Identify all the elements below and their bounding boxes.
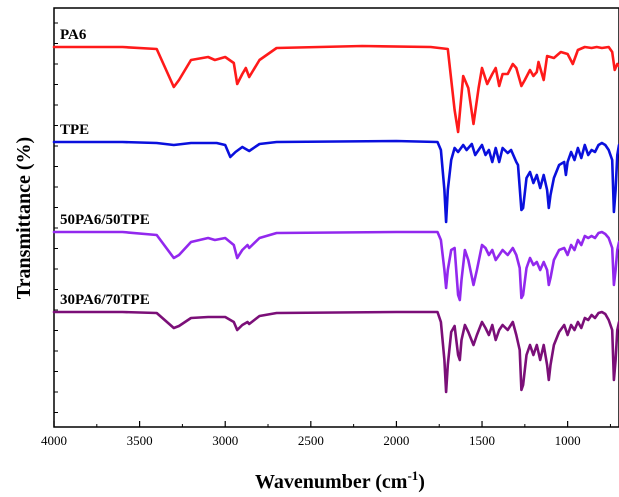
x-axis-ticks: 4000 3500 3000 2500 2000 1500 1000	[41, 421, 611, 448]
series-line-3	[52, 310, 619, 394]
x-axis-title: Wavenumber (cm-1)	[255, 468, 425, 493]
series-label-0: PA6	[60, 27, 87, 43]
series-line-2	[52, 230, 619, 302]
x-axis-title-main: Wavenumber (cm	[255, 471, 408, 493]
x-tick-label: 3000	[212, 433, 238, 448]
plot-frame	[53, 7, 619, 428]
series-labels: PA6 TPE 50PA6/50TPE 30PA6/70TPE	[60, 27, 150, 308]
y-axis-title: Transmittance (%)	[13, 137, 35, 299]
series-label-3: 30PA6/70TPE	[60, 292, 150, 308]
series-layer	[52, 44, 619, 394]
x-tick-label: 2500	[298, 433, 324, 448]
x-tick-label: 1000	[555, 433, 581, 448]
x-tick-label: 1500	[469, 433, 495, 448]
series-line-1	[52, 139, 619, 224]
x-axis-title-tail: )	[418, 471, 425, 493]
x-tick-label: 4000	[41, 433, 67, 448]
x-axis-title-superscript: -1	[407, 468, 418, 483]
series-label-2: 50PA6/50TPE	[60, 212, 150, 228]
y-axis-ticks	[54, 22, 58, 413]
x-tick-label: 3500	[127, 433, 153, 448]
series-label-1: TPE	[60, 122, 89, 138]
x-tick-label: 2000	[383, 433, 409, 448]
series-line-0	[52, 44, 619, 134]
